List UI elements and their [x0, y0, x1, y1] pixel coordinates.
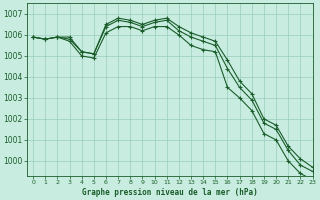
- X-axis label: Graphe pression niveau de la mer (hPa): Graphe pression niveau de la mer (hPa): [82, 188, 258, 197]
